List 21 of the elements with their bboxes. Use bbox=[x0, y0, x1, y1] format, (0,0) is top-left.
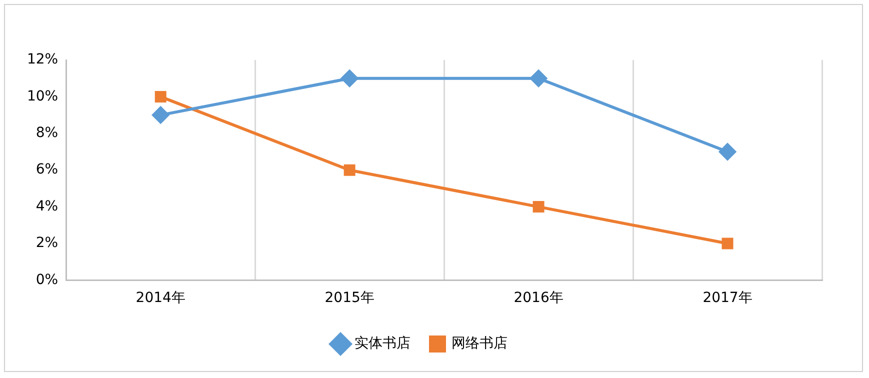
y-tick-label: 6% bbox=[36, 162, 58, 178]
x-tick-label: 2015年 bbox=[324, 290, 374, 306]
y-tick-label: 8% bbox=[36, 125, 58, 142]
y-tick-label: 0% bbox=[36, 272, 58, 288]
legend-label: 网络书店 bbox=[452, 336, 508, 352]
y-tick-label: 2% bbox=[36, 235, 58, 252]
point bbox=[532, 201, 544, 213]
y-tick-label: 4% bbox=[36, 198, 58, 214]
y-tick-label: 10% bbox=[26, 88, 58, 104]
point bbox=[719, 143, 736, 160]
point bbox=[154, 90, 166, 102]
point bbox=[530, 70, 548, 87]
legend-label: 实体书店 bbox=[354, 336, 410, 352]
x-tick-label: 2017年 bbox=[702, 290, 752, 306]
point bbox=[344, 164, 356, 176]
y-tick-label: 12% bbox=[26, 52, 58, 68]
x-tick-label: 2016年 bbox=[514, 290, 564, 306]
point bbox=[341, 70, 358, 87]
x-tick-label: 2014年 bbox=[136, 290, 186, 306]
point bbox=[152, 106, 170, 124]
point bbox=[722, 238, 734, 250]
